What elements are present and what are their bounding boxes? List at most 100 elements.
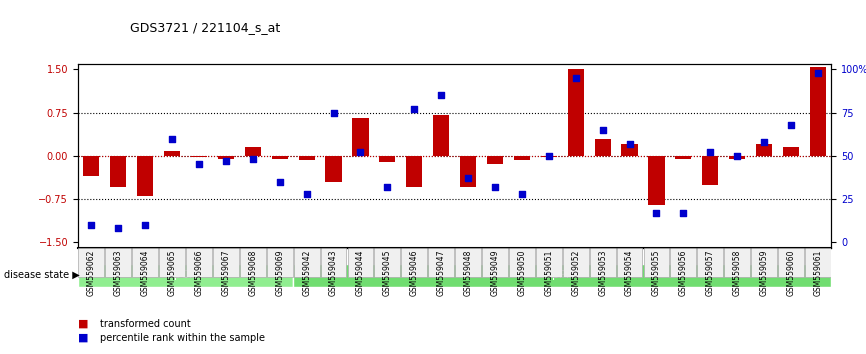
FancyBboxPatch shape <box>724 249 750 277</box>
FancyBboxPatch shape <box>267 249 293 277</box>
Point <box>139 222 152 228</box>
FancyBboxPatch shape <box>294 249 320 277</box>
Text: GSM559058: GSM559058 <box>733 249 741 296</box>
Bar <box>622 144 637 156</box>
Text: GSM559053: GSM559053 <box>598 249 607 296</box>
Bar <box>514 156 530 160</box>
Bar <box>299 156 314 160</box>
Text: GSM559046: GSM559046 <box>410 249 419 296</box>
Bar <box>433 115 449 156</box>
Text: pPR: pPR <box>552 270 573 280</box>
Point <box>676 210 690 216</box>
Point <box>515 191 529 196</box>
Bar <box>702 156 719 184</box>
Text: GSM559059: GSM559059 <box>759 249 769 296</box>
Point <box>434 92 448 98</box>
Bar <box>810 67 826 156</box>
Text: GSM559068: GSM559068 <box>249 249 257 296</box>
Text: GSM559066: GSM559066 <box>195 249 204 296</box>
FancyBboxPatch shape <box>78 264 294 287</box>
Text: ■: ■ <box>78 333 88 343</box>
FancyBboxPatch shape <box>79 249 104 277</box>
FancyBboxPatch shape <box>805 249 830 277</box>
FancyBboxPatch shape <box>213 249 239 277</box>
Text: GSM559065: GSM559065 <box>168 249 177 296</box>
Bar <box>595 138 611 156</box>
FancyBboxPatch shape <box>536 249 562 277</box>
Text: GSM559049: GSM559049 <box>490 249 500 296</box>
Bar <box>675 156 691 159</box>
Bar <box>460 156 476 187</box>
Text: GSM559045: GSM559045 <box>383 249 392 296</box>
FancyBboxPatch shape <box>106 249 132 277</box>
Text: GSM559061: GSM559061 <box>813 249 823 296</box>
Point <box>488 184 502 190</box>
FancyBboxPatch shape <box>509 249 535 277</box>
Point <box>623 141 637 147</box>
Text: GSM559064: GSM559064 <box>140 249 150 296</box>
Bar <box>272 156 288 159</box>
Text: GSM559044: GSM559044 <box>356 249 365 296</box>
Point <box>569 75 583 81</box>
Point <box>326 110 340 115</box>
Bar <box>245 147 261 156</box>
Bar <box>379 156 396 161</box>
Text: GSM559052: GSM559052 <box>572 249 580 296</box>
Point <box>219 158 233 164</box>
Text: GSM559069: GSM559069 <box>275 249 284 296</box>
Text: GSM559063: GSM559063 <box>113 249 123 296</box>
Text: disease state ▶: disease state ▶ <box>4 269 80 279</box>
FancyBboxPatch shape <box>374 249 400 277</box>
FancyBboxPatch shape <box>751 249 777 277</box>
FancyBboxPatch shape <box>643 249 669 277</box>
Text: GSM559048: GSM559048 <box>463 249 473 296</box>
Bar <box>487 156 503 164</box>
Point <box>462 175 475 181</box>
Point <box>380 184 394 190</box>
Text: GSM559047: GSM559047 <box>436 249 446 296</box>
Text: ■: ■ <box>78 319 88 329</box>
FancyBboxPatch shape <box>697 249 723 277</box>
Text: GSM559050: GSM559050 <box>517 249 527 296</box>
Bar <box>218 156 234 159</box>
FancyBboxPatch shape <box>617 249 643 277</box>
Text: percentile rank within the sample: percentile rank within the sample <box>100 333 265 343</box>
Bar <box>164 151 180 156</box>
Bar <box>110 156 126 187</box>
FancyBboxPatch shape <box>590 249 616 277</box>
FancyBboxPatch shape <box>320 249 346 277</box>
Bar <box>83 156 100 176</box>
Text: pCR: pCR <box>174 270 197 280</box>
FancyBboxPatch shape <box>186 249 212 277</box>
Bar <box>326 156 341 182</box>
FancyBboxPatch shape <box>429 249 454 277</box>
Point <box>85 222 99 228</box>
FancyBboxPatch shape <box>778 249 804 277</box>
Point <box>542 153 556 159</box>
FancyBboxPatch shape <box>401 249 427 277</box>
Point <box>596 127 610 133</box>
Point <box>112 225 126 231</box>
Point <box>300 191 313 196</box>
Point <box>246 156 260 162</box>
Bar <box>783 147 799 156</box>
FancyBboxPatch shape <box>563 249 589 277</box>
Text: GSM559051: GSM559051 <box>545 249 553 296</box>
Text: GSM559060: GSM559060 <box>786 249 796 296</box>
Text: GSM559057: GSM559057 <box>706 249 714 296</box>
Text: GSM559062: GSM559062 <box>87 249 96 296</box>
FancyBboxPatch shape <box>159 249 185 277</box>
Bar <box>352 118 369 156</box>
Text: GSM559056: GSM559056 <box>679 249 688 296</box>
Point <box>784 122 798 127</box>
Point <box>757 139 771 145</box>
FancyBboxPatch shape <box>294 264 831 287</box>
Text: GSM559054: GSM559054 <box>625 249 634 296</box>
Bar <box>756 144 772 156</box>
FancyBboxPatch shape <box>482 249 508 277</box>
Point <box>273 179 287 184</box>
FancyBboxPatch shape <box>347 249 373 277</box>
Point <box>811 70 824 76</box>
Bar <box>649 156 664 205</box>
Point <box>650 210 663 216</box>
